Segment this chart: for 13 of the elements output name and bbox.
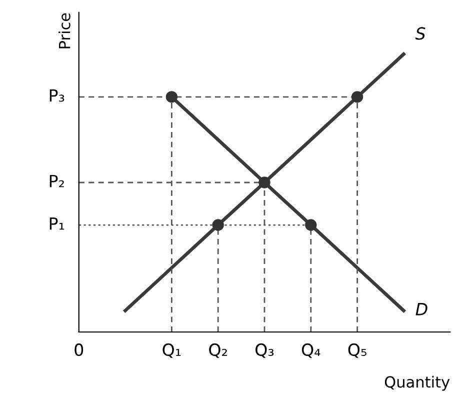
- x-tick-label: Q₄: [302, 343, 320, 358]
- annotation: P₃: [50, 89, 64, 102]
- x-tick-label: Q₁: [162, 343, 181, 358]
- series-label: S: [415, 27, 426, 40]
- x-tick-label: 0: [74, 343, 84, 356]
- annotation: P₂: [50, 174, 64, 188]
- x-axis-title: Quantity: [384, 376, 450, 391]
- annotation: P₁: [50, 217, 64, 230]
- x-tick-label: Q₂: [209, 343, 227, 358]
- x-tick-label: Q₅: [348, 343, 366, 358]
- series-label: D: [416, 303, 428, 316]
- y-axis-title: Price: [58, 13, 70, 48]
- x-tick-label: Q₃: [256, 343, 274, 358]
